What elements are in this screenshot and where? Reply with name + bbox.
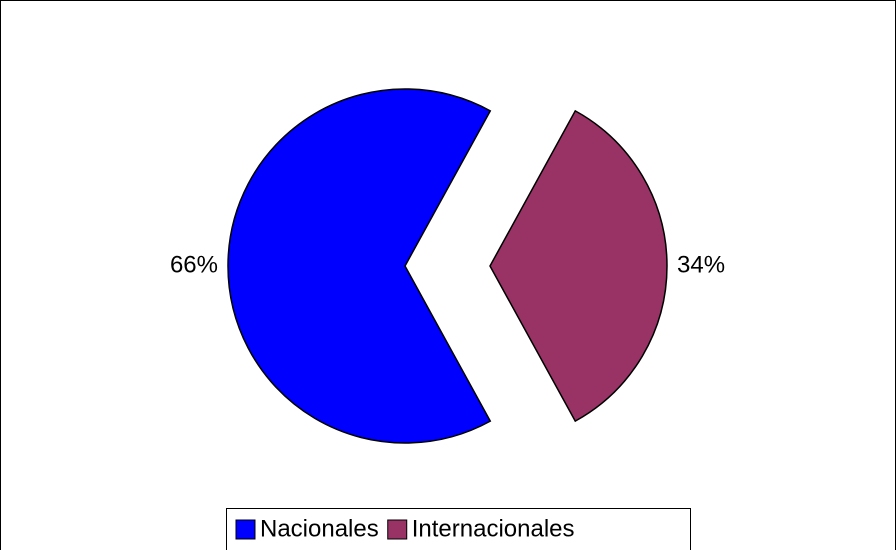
legend-label: Nacionales (260, 515, 379, 542)
pie-slice (489, 109, 668, 423)
data-label: 66% (170, 251, 218, 278)
legend-box (226, 508, 691, 550)
pie-slice (227, 88, 492, 444)
data-label: 34% (677, 251, 725, 278)
legend-swatch (387, 519, 408, 540)
legend-label: Internacionales (412, 515, 575, 542)
legend-swatch (235, 519, 256, 540)
